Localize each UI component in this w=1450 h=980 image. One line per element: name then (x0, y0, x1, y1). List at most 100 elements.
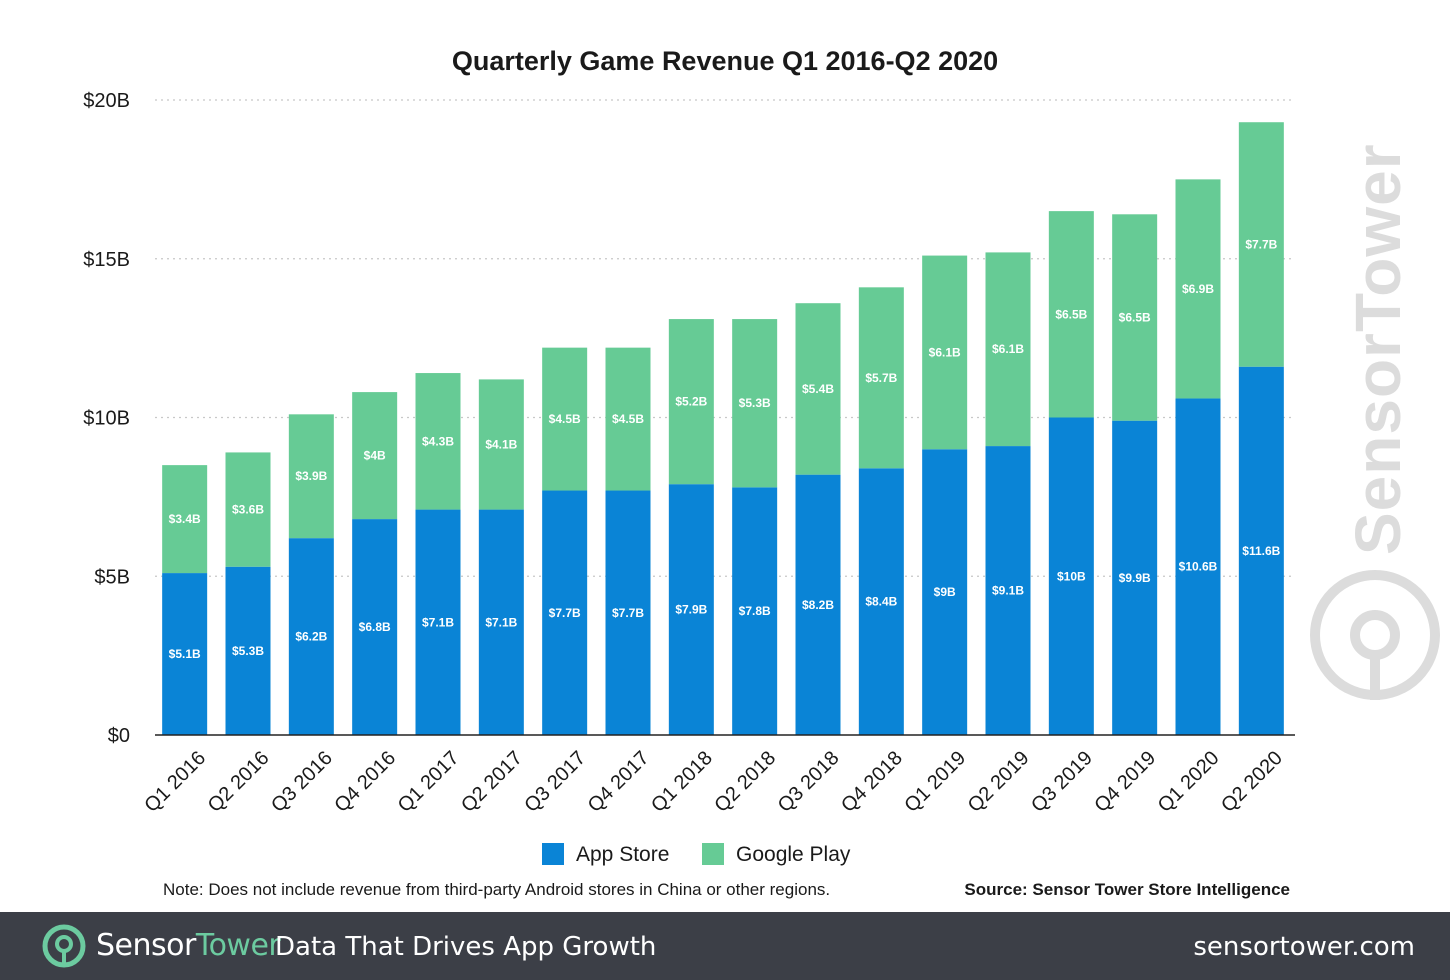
data-label: $5.3B (232, 644, 264, 658)
data-label: $6.9B (1182, 282, 1214, 296)
bar-segment-google-play (542, 347, 588, 491)
legend-swatch-app-store (542, 843, 564, 865)
bar-segment-app-store (478, 509, 524, 735)
x-tick-label: Q3 2019 (1027, 747, 1097, 817)
bar-segment-app-store (605, 490, 651, 735)
brand-name-tower: Tower (195, 928, 281, 963)
gridlines (155, 99, 1295, 577)
bar-segment-google-play (1175, 179, 1221, 399)
y-tick-label: $0 (108, 725, 130, 747)
bar-segment-app-store (795, 474, 841, 735)
bar-segment-google-play (415, 373, 461, 510)
data-label: $5.1B (169, 647, 201, 661)
data-label: $9.9B (1119, 571, 1151, 585)
bar-segment-google-play (1112, 214, 1158, 421)
data-label: $6.1B (992, 342, 1024, 356)
data-label: $4.5B (549, 412, 581, 426)
bar-segment-app-store (922, 449, 968, 735)
y-tick-label: $5B (94, 566, 130, 588)
data-label: $10B (1057, 569, 1086, 583)
data-label: $6.5B (1055, 307, 1087, 321)
bar-segment-google-play (162, 465, 208, 574)
y-tick-label: $20B (83, 90, 130, 112)
bar-segment-app-store (542, 490, 588, 735)
data-label: $7.7B (549, 606, 581, 620)
bar-segment-google-play (288, 414, 334, 539)
data-label: $5.3B (739, 396, 771, 410)
data-label: $10.6B (1179, 560, 1218, 574)
data-label: $5.2B (675, 395, 707, 409)
bar-segment-google-play (922, 255, 968, 450)
x-tick-label: Q3 2017 (520, 747, 590, 817)
bar-segment-app-store (288, 538, 334, 735)
y-tick-label: $15B (83, 249, 130, 271)
bar-segment-app-store (858, 468, 904, 735)
bar-segment-app-store (668, 484, 714, 735)
y-axis-ticks: $0 $5B $10B $15B $20B (83, 90, 130, 747)
data-label: $4.5B (612, 412, 644, 426)
data-label: $9B (934, 585, 956, 599)
x-tick-label: Q2 2020 (1217, 747, 1287, 817)
data-label: $7.1B (422, 615, 454, 629)
data-label: $7.7B (1245, 237, 1277, 251)
chart-title: Quarterly Game Revenue Q1 2016-Q2 2020 (452, 46, 998, 76)
data-label: $6.2B (295, 630, 327, 644)
data-label: $6.5B (1119, 310, 1151, 324)
data-label: $11.6B (1242, 544, 1280, 558)
data-label: $4B (364, 449, 386, 463)
data-label: $5.7B (865, 371, 897, 385)
chart-note: Note: Does not include revenue from thir… (163, 880, 830, 899)
bar-segment-app-store (1048, 417, 1094, 735)
bar-segment-google-play (352, 392, 398, 520)
legend: App Store Google Play (542, 843, 851, 866)
bar-segment-google-play (1048, 211, 1094, 418)
x-tick-label: Q2 2016 (204, 747, 274, 817)
x-tick-label: Q1 2017 (394, 747, 464, 817)
bar-segment-app-store (1112, 420, 1158, 735)
x-tick-label: Q4 2017 (584, 747, 654, 817)
x-tick-label: Q4 2018 (837, 747, 907, 817)
footer-tagline: Data That Drives App Growth (275, 932, 657, 962)
bar-segment-app-store (162, 573, 208, 735)
watermark-logo-icon (1310, 570, 1440, 700)
x-tick-label: Q1 2018 (647, 747, 717, 817)
bar-segment-google-play (1238, 122, 1284, 367)
bar-segment-app-store (225, 566, 271, 735)
data-label: $3.4B (169, 512, 201, 526)
x-tick-label: Q2 2017 (457, 747, 527, 817)
watermark-text: SensorTower (1342, 143, 1414, 555)
data-label: $4.1B (485, 437, 517, 451)
bar-segment-google-play (225, 452, 271, 567)
bar-segment-app-store (415, 509, 461, 735)
y-tick-label: $10B (83, 408, 130, 430)
bar-segment-app-store (1175, 398, 1221, 735)
data-label: $3.9B (295, 469, 327, 483)
data-label: $8.2B (802, 598, 834, 612)
sensortower-logo-icon (42, 924, 86, 968)
data-label: $3.6B (232, 503, 264, 517)
legend-label-app-store: App Store (576, 843, 669, 866)
chart: SensorTower Quarterly Game Revenue Q1 20… (83, 46, 1440, 899)
x-tick-label: Q4 2016 (330, 747, 400, 817)
bar-segment-app-store (732, 487, 778, 735)
bar-segment-google-play (985, 252, 1031, 447)
footer-website: sensortower.com (1193, 932, 1415, 962)
bar-segment-google-play (858, 287, 904, 469)
data-label: $9.1B (992, 584, 1024, 598)
brand-name-sensor: Sensor (96, 928, 196, 963)
x-tick-label: Q3 2016 (267, 747, 337, 817)
bar-segment-google-play (478, 379, 524, 510)
bar-segment-google-play (732, 319, 778, 488)
x-tick-label: Q1 2020 (1154, 747, 1224, 817)
data-label: $6.8B (359, 620, 391, 634)
x-tick-label: Q3 2018 (774, 747, 844, 817)
legend-swatch-google-play (702, 843, 724, 865)
x-tick-label: Q2 2019 (964, 747, 1034, 817)
x-tick-label: Q2 2018 (710, 747, 780, 817)
data-label: $7.7B (612, 606, 644, 620)
bars: $5.1B $3.4B $5.3B $3.6B $6.2B $3.9B $6.8B $4B $7… (162, 122, 1284, 735)
data-label: $5.4B (802, 382, 834, 396)
data-label: $7.9B (675, 603, 707, 617)
bar-segment-google-play (668, 319, 714, 485)
